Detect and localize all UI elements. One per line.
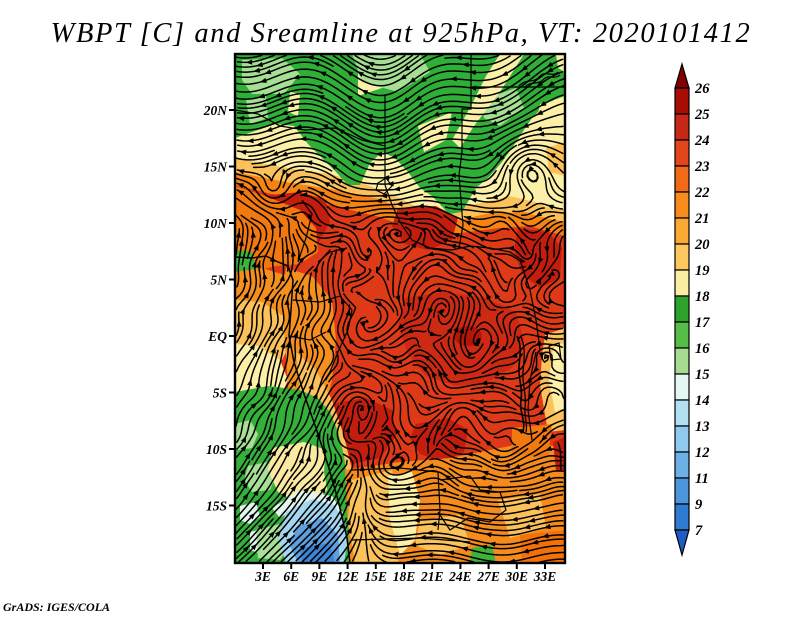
- svg-text:11: 11: [695, 471, 709, 487]
- svg-text:10S: 10S: [206, 442, 227, 457]
- svg-text:5N: 5N: [211, 273, 229, 288]
- svg-text:21: 21: [694, 211, 710, 227]
- svg-text:15N: 15N: [204, 160, 229, 175]
- svg-text:15S: 15S: [206, 499, 227, 514]
- svg-text:9: 9: [695, 497, 702, 513]
- svg-text:24E: 24E: [448, 569, 472, 584]
- svg-text:5S: 5S: [213, 386, 227, 401]
- svg-text:16: 16: [695, 341, 710, 357]
- svg-text:20: 20: [694, 237, 710, 253]
- svg-text:21E: 21E: [420, 569, 444, 584]
- svg-text:20N: 20N: [203, 103, 229, 118]
- svg-text:6E: 6E: [283, 569, 299, 584]
- svg-text:18: 18: [695, 289, 710, 305]
- svg-text:13: 13: [695, 419, 710, 435]
- svg-text:18E: 18E: [393, 569, 416, 584]
- svg-text:30E: 30E: [505, 569, 529, 584]
- svg-text:GrADS: IGES/COLA: GrADS: IGES/COLA: [3, 600, 110, 614]
- svg-text:26: 26: [694, 81, 710, 97]
- svg-text:EQ: EQ: [207, 329, 227, 344]
- svg-text:33E: 33E: [533, 569, 557, 584]
- svg-text:15: 15: [695, 367, 710, 383]
- svg-text:14: 14: [695, 393, 710, 409]
- svg-text:9E: 9E: [312, 569, 328, 584]
- svg-text:27E: 27E: [476, 569, 500, 584]
- svg-text:10N: 10N: [204, 216, 229, 231]
- svg-text:23: 23: [694, 159, 710, 175]
- svg-text:12: 12: [695, 445, 710, 461]
- svg-text:22: 22: [694, 185, 710, 201]
- svg-text:25: 25: [694, 107, 710, 123]
- svg-text:WBPT [C] and Sreamline at 925h: WBPT [C] and Sreamline at 925hPa, VT: 20…: [51, 18, 752, 49]
- svg-text:15E: 15E: [365, 569, 388, 584]
- svg-text:12E: 12E: [336, 569, 359, 584]
- svg-text:7: 7: [695, 523, 703, 539]
- svg-text:17: 17: [695, 315, 710, 331]
- svg-text:3E: 3E: [254, 569, 271, 584]
- svg-text:24: 24: [694, 133, 710, 149]
- svg-text:19: 19: [695, 263, 710, 279]
